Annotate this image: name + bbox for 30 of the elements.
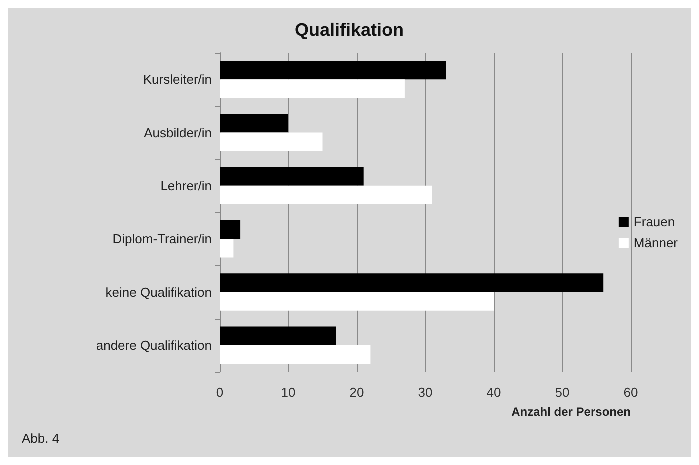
legend-label: Männer	[634, 236, 679, 250]
x-tick-label: 0	[216, 385, 224, 400]
x-tick-label: 50	[555, 385, 570, 400]
y-tick-label: Kursleiter/in	[143, 72, 212, 88]
bar	[220, 132, 323, 152]
bar	[220, 292, 494, 311]
x-tick-label: 40	[486, 385, 502, 400]
x-tick-label: 60	[624, 385, 638, 400]
bar	[220, 114, 288, 133]
x-axis-title: Anzahl der Personen	[512, 405, 631, 419]
legend-label: Frauen	[634, 214, 676, 230]
y-tick-label: Ausbilder/in	[144, 125, 212, 140]
bar	[220, 60, 446, 80]
y-tick-label: Lehrer/in	[160, 178, 212, 194]
x-tick-label: 10	[281, 385, 296, 400]
y-tick-label: andere Qualifikation	[96, 338, 212, 353]
bar	[220, 345, 371, 364]
x-tick-label: 20	[350, 385, 364, 400]
y-tick-label: keine Qualifikation	[106, 284, 212, 300]
bar	[220, 220, 241, 240]
x-tick-label: 30	[418, 385, 433, 400]
bar	[220, 239, 234, 258]
bar	[220, 186, 432, 205]
y-tick-label: Diplom-Trainer/in	[112, 232, 212, 247]
bar	[220, 167, 364, 186]
chart-title: Qualifikation	[294, 20, 404, 40]
bar	[220, 326, 336, 346]
bar	[220, 80, 405, 98]
bar	[220, 274, 604, 292]
caption: Abb. 4	[22, 431, 60, 446]
